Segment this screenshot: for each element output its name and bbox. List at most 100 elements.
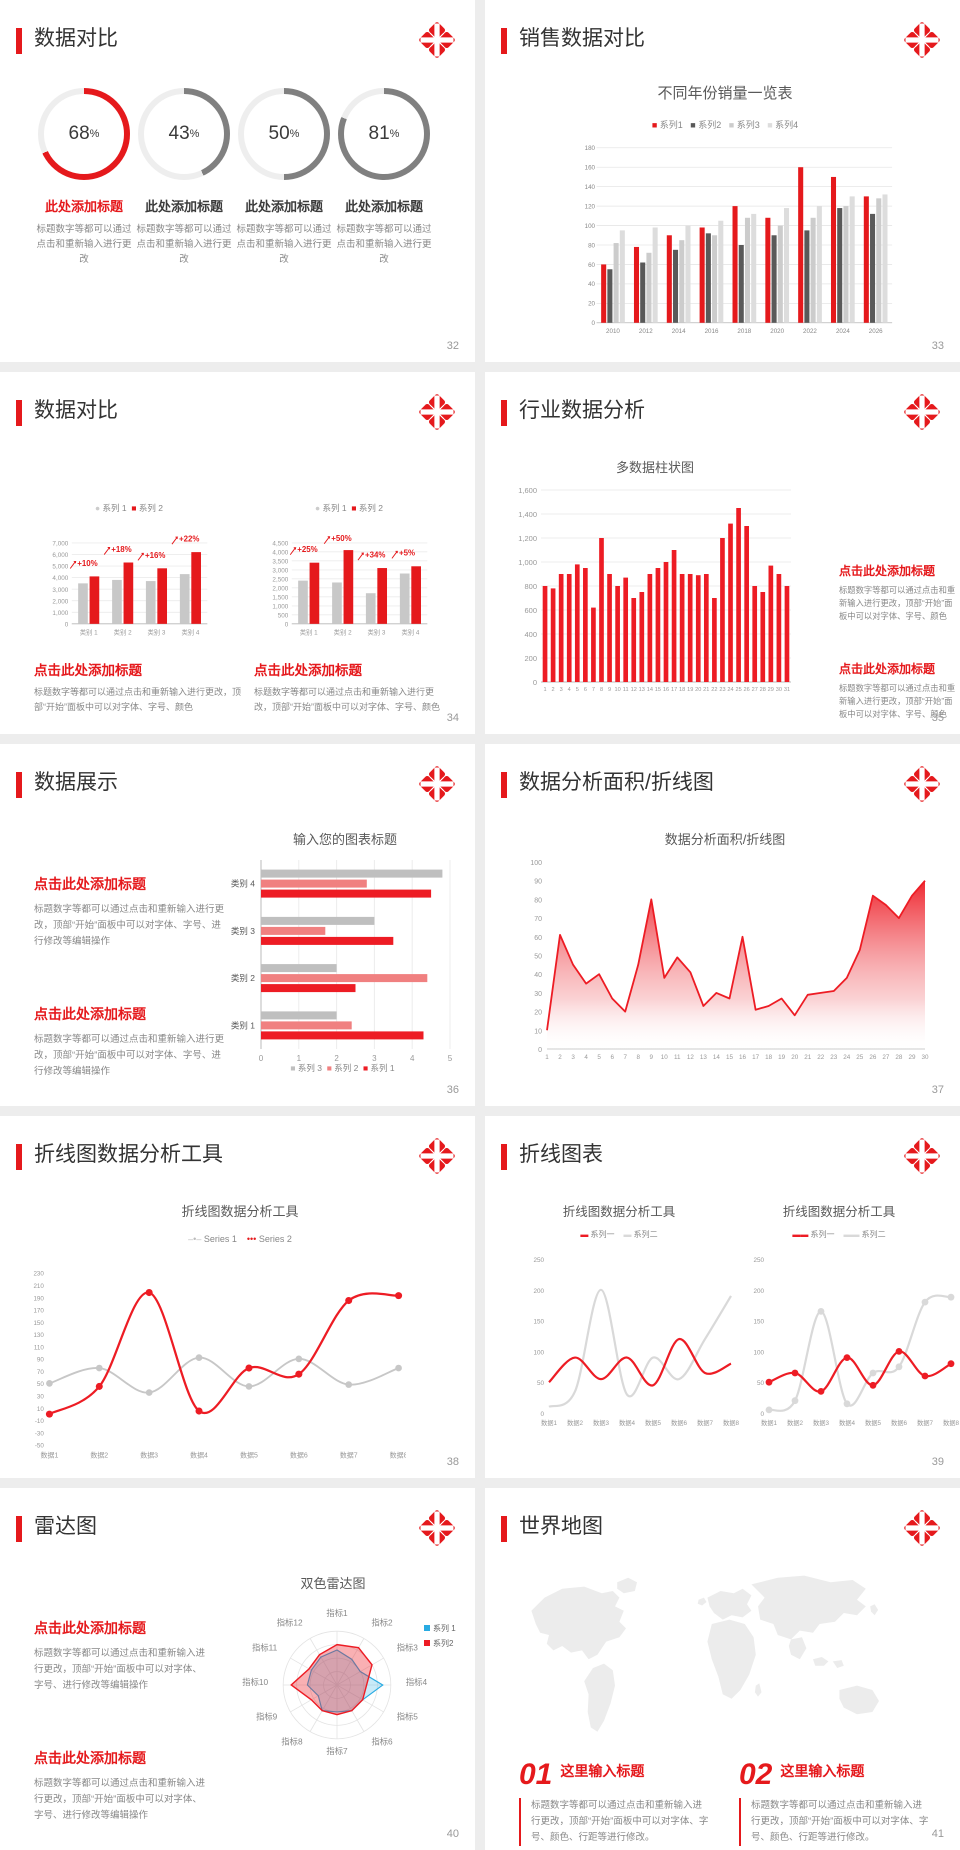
svg-text:5: 5 (597, 1054, 601, 1061)
svg-text:4,000: 4,000 (272, 549, 288, 556)
svg-text:+34%: +34% (365, 550, 385, 559)
svg-text:指标10: 指标10 (242, 1677, 268, 1687)
svg-text:20: 20 (695, 687, 701, 693)
svg-text:0: 0 (540, 1411, 544, 1418)
svg-text:数据4: 数据4 (839, 1418, 856, 1427)
svg-text:0: 0 (538, 1047, 542, 1054)
svg-text:28: 28 (760, 687, 766, 693)
svg-text:800: 800 (524, 582, 537, 591)
svg-text:50: 50 (534, 954, 542, 961)
svg-text:16: 16 (663, 687, 669, 693)
svg-text:数据4: 数据4 (190, 1451, 208, 1460)
svg-text:3,000: 3,000 (52, 587, 68, 594)
svg-text:1,600: 1,600 (518, 486, 537, 495)
svg-text:13: 13 (700, 1054, 708, 1061)
svg-text:17: 17 (752, 1054, 760, 1061)
svg-text:指标7: 指标7 (326, 1746, 348, 1756)
svg-text:29: 29 (768, 687, 774, 693)
svg-text:+22%: +22% (179, 535, 199, 544)
svg-text:16: 16 (739, 1054, 747, 1061)
svg-text:0: 0 (760, 1411, 764, 1418)
svg-text:11: 11 (674, 1054, 681, 1061)
svg-text:4,500: 4,500 (272, 541, 288, 548)
svg-text:2022: 2022 (803, 328, 817, 335)
svg-text:19: 19 (687, 687, 693, 693)
svg-text:0: 0 (592, 320, 596, 327)
svg-text:4: 4 (584, 1054, 588, 1061)
svg-text:类别 3: 类别 3 (147, 627, 165, 636)
svg-text:数据4: 数据4 (619, 1418, 636, 1427)
svg-text:20: 20 (534, 1010, 542, 1017)
svg-text:10: 10 (37, 1406, 44, 1413)
svg-text:数据1: 数据1 (41, 1451, 59, 1460)
svg-text:130: 130 (33, 1332, 44, 1339)
svg-text:数据7: 数据7 (917, 1418, 934, 1427)
svg-text:10: 10 (661, 1054, 669, 1061)
svg-text:1: 1 (297, 1054, 302, 1062)
svg-text:7: 7 (623, 1054, 627, 1061)
svg-text:2010: 2010 (606, 328, 620, 335)
svg-text:20: 20 (588, 301, 595, 308)
svg-text:19: 19 (778, 1054, 786, 1061)
svg-text:指标2: 指标2 (371, 1617, 393, 1627)
svg-text:150: 150 (33, 1320, 44, 1327)
svg-text:数据5: 数据5 (240, 1451, 258, 1460)
svg-text:24: 24 (727, 687, 733, 693)
svg-text:6: 6 (584, 687, 587, 693)
svg-text:10: 10 (534, 1028, 542, 1035)
svg-text:类别 2: 类别 2 (334, 627, 352, 636)
svg-text:22: 22 (817, 1054, 825, 1061)
svg-text:指标3: 指标3 (397, 1643, 419, 1653)
svg-text:24: 24 (843, 1054, 851, 1061)
svg-text:200: 200 (524, 654, 537, 663)
svg-text:类别 1: 类别 1 (300, 627, 318, 636)
svg-text:2014: 2014 (672, 328, 686, 335)
svg-text:数据7: 数据7 (697, 1418, 714, 1427)
svg-text:200: 200 (533, 1288, 544, 1295)
svg-text:600: 600 (524, 606, 537, 615)
svg-text:100: 100 (585, 223, 596, 230)
svg-text:12: 12 (687, 1054, 695, 1061)
svg-text:80: 80 (588, 242, 595, 249)
svg-text:数据5: 数据5 (645, 1418, 662, 1427)
svg-text:数据3: 数据3 (813, 1418, 830, 1427)
svg-text:+10%: +10% (77, 559, 97, 568)
svg-text:9: 9 (608, 687, 611, 693)
svg-text:指标1: 指标1 (326, 1608, 348, 1618)
svg-text:180: 180 (585, 145, 596, 152)
svg-text:类别 1: 类别 1 (231, 1020, 255, 1030)
svg-text:7,000: 7,000 (52, 541, 68, 548)
svg-text:1: 1 (545, 1054, 549, 1061)
svg-text:140: 140 (585, 184, 596, 191)
svg-text:0: 0 (533, 678, 537, 687)
svg-text:数据3: 数据3 (140, 1451, 158, 1460)
svg-text:1,500: 1,500 (272, 594, 288, 601)
svg-text:类别 2: 类别 2 (114, 627, 132, 636)
svg-text:3,500: 3,500 (272, 558, 288, 565)
svg-text:13: 13 (639, 687, 645, 693)
svg-text:数据8: 数据8 (943, 1418, 959, 1427)
svg-text:数据5: 数据5 (865, 1418, 882, 1427)
svg-text:160: 160 (585, 165, 596, 172)
svg-text:4: 4 (410, 1054, 415, 1062)
svg-text:1: 1 (543, 687, 546, 693)
svg-text:0: 0 (259, 1054, 264, 1062)
svg-text:30: 30 (534, 991, 542, 998)
svg-text:210: 210 (33, 1283, 44, 1290)
svg-text:-50: -50 (35, 1443, 45, 1450)
svg-text:21: 21 (804, 1054, 812, 1061)
svg-text:30: 30 (921, 1054, 929, 1061)
svg-text:60: 60 (534, 935, 542, 942)
svg-text:2026: 2026 (869, 328, 883, 335)
svg-text:22: 22 (711, 687, 717, 693)
svg-text:数据2: 数据2 (567, 1418, 584, 1427)
svg-text:250: 250 (753, 1257, 764, 1264)
svg-text:31: 31 (784, 687, 790, 693)
svg-text:27: 27 (752, 687, 758, 693)
svg-text:6,000: 6,000 (52, 552, 68, 559)
svg-text:数据8: 数据8 (390, 1451, 406, 1460)
svg-text:30: 30 (37, 1393, 44, 1400)
svg-text:7: 7 (592, 687, 595, 693)
svg-text:2,000: 2,000 (272, 585, 288, 592)
svg-text:21: 21 (703, 687, 709, 693)
